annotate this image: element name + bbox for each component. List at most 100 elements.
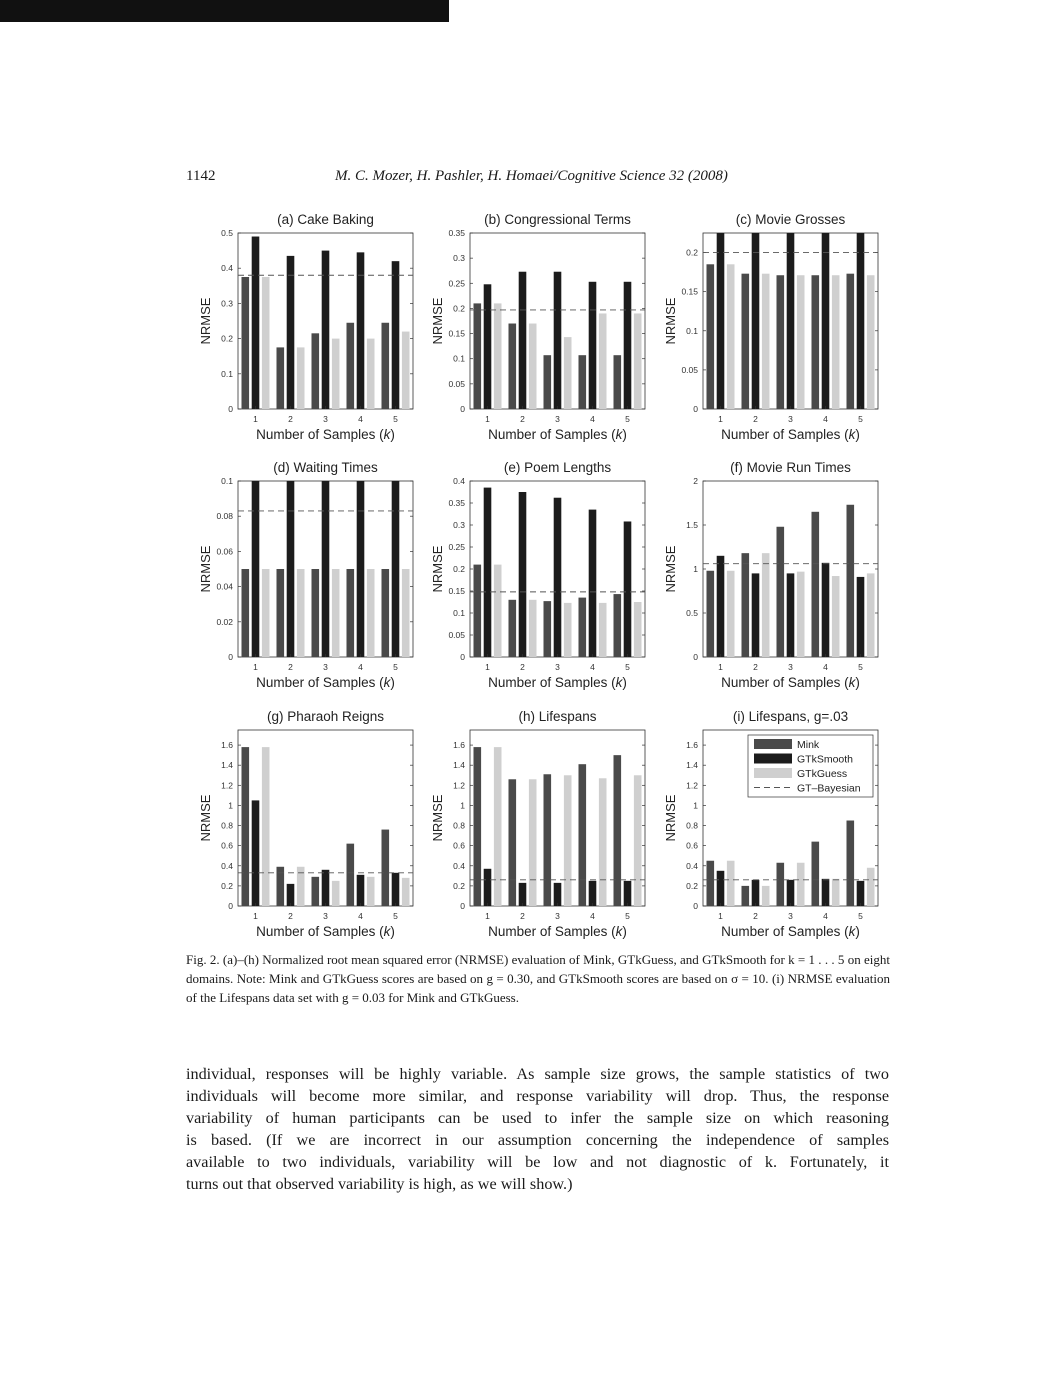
x-tick-label: 3 <box>788 662 793 672</box>
y-tick-label: 0.4 <box>686 861 698 871</box>
y-tick-label: 0.3 <box>221 298 233 308</box>
bar-gtkguess <box>761 885 770 906</box>
y-tick-label: 0 <box>228 901 233 911</box>
chart-panel: (a) Cake Baking 0 0.1 0.2 0.3 0.4 0.5 NRMSE 1 2 3 4… <box>188 208 423 444</box>
chart-panel: (h) Lifespans 0 0.2 0.4 0.6 0.8 1 1.2 1.4 1.6 NRMS… <box>420 705 655 941</box>
y-tick-label: 0 <box>228 404 233 414</box>
bar-gtkguess <box>563 337 572 409</box>
x-tick-label: 4 <box>590 911 595 921</box>
bar-gtksmooth <box>553 497 562 657</box>
bar-gtkguess <box>726 860 735 906</box>
bar-gtkguess <box>831 576 840 657</box>
bar-gtksmooth <box>356 481 365 657</box>
bar-gtksmooth <box>286 255 295 409</box>
bar-gtksmooth <box>251 481 260 657</box>
y-tick-label: 2 <box>693 476 698 486</box>
body-paragraph: individual, responses will be highly var… <box>186 1063 889 1195</box>
bar-chart: (f) Movie Run Times 0 0.5 1 1.5 2 NRMSE 1 2 3 4 5 Nu… <box>663 460 879 690</box>
y-tick-label: 0.35 <box>448 498 465 508</box>
bar-chart: (a) Cake Baking 0 0.1 0.2 0.3 0.4 0.5 NRMSE 1 2 3 4… <box>198 212 414 442</box>
bar-gtksmooth <box>483 487 492 657</box>
x-tick-label: 1 <box>485 911 490 921</box>
figure-caption: Fig. 2. (a)–(h) Normalized root mean squ… <box>186 950 890 1007</box>
bar-mink <box>776 526 785 657</box>
bar-mink <box>473 747 482 906</box>
bar-gtkguess <box>633 313 642 409</box>
y-tick-label: 0.4 <box>221 861 233 871</box>
chart-title: (i) Lifespans, g=.03 <box>733 709 848 724</box>
body-line: variability of human participants can be… <box>186 1109 889 1127</box>
body-line: individual, responses will be highly var… <box>186 1065 889 1083</box>
y-tick-label: 0.6 <box>221 841 233 851</box>
bar-mink <box>473 303 482 409</box>
y-tick-label: 0.2 <box>686 881 698 891</box>
y-tick-label: 0.04 <box>216 582 233 592</box>
bar-mink <box>776 275 785 409</box>
bar-gtksmooth <box>716 233 725 409</box>
bar-mink <box>276 569 285 657</box>
y-tick-label: 1 <box>693 800 698 810</box>
bar-gtkguess <box>528 599 537 657</box>
y-tick-label: 0 <box>460 404 465 414</box>
chart-title: (c) Movie Grosses <box>736 212 846 227</box>
chart-title: (d) Waiting Times <box>273 460 378 475</box>
bar-mink <box>508 599 517 657</box>
bar-gtksmooth <box>856 880 865 906</box>
x-axis-label: Number of Samples (k) <box>488 924 627 939</box>
bar-gtkguess <box>331 569 340 657</box>
y-tick-label: 0.4 <box>453 861 465 871</box>
bar-gtksmooth <box>286 883 295 906</box>
y-tick-label: 0.1 <box>221 476 233 486</box>
chart-title: (e) Poem Lengths <box>504 460 612 475</box>
chart-panel: (c) Movie Grosses 0 0.05 0.1 0.15 0.2 NRMSE 1 2 3… <box>653 208 888 444</box>
y-tick-label: 1.5 <box>686 520 698 530</box>
x-tick-label: 5 <box>625 662 630 672</box>
bar-gtkguess <box>598 602 607 657</box>
page-number: 1142 <box>186 168 216 184</box>
bar-gtksmooth <box>251 800 260 906</box>
y-tick-label: 1.4 <box>221 760 233 770</box>
bar-chart: (c) Movie Grosses 0 0.05 0.1 0.15 0.2 NRMSE 1 2 3… <box>663 212 879 442</box>
y-tick-label: 0.4 <box>453 476 465 486</box>
x-tick-label: 3 <box>788 414 793 424</box>
x-tick-label: 5 <box>393 911 398 921</box>
x-tick-label: 5 <box>625 414 630 424</box>
chart-panel: (b) Congressional Terms 0 0.05 0.1 0.15 0.2 0.… <box>420 208 655 444</box>
x-tick-label: 2 <box>520 911 525 921</box>
bar-gtkguess <box>493 564 502 657</box>
chart-legend: Mink GTkSmooth GTkGuess GT–Bayesian <box>747 734 874 798</box>
y-axis-label: NRMSE <box>663 297 678 344</box>
bar-gtksmooth <box>751 573 760 657</box>
y-axis-label: NRMSE <box>663 794 678 841</box>
x-axis-label: Number of Samples (k) <box>256 675 395 690</box>
bar-gtksmooth <box>821 562 830 657</box>
bar-gtksmooth <box>751 233 760 409</box>
bar-gtkguess <box>401 569 410 657</box>
bar-gtkguess <box>296 569 305 657</box>
y-tick-label: 1.6 <box>686 740 698 750</box>
bar-mink <box>381 829 390 906</box>
body-line: individuals will become more similar, an… <box>186 1087 889 1105</box>
bar-gtksmooth <box>786 879 795 906</box>
bar-chart: (g) Pharaoh Reigns 0 0.2 0.4 0.6 0.8 1 1.2 1.4 1.… <box>198 709 414 939</box>
bar-gtksmooth <box>321 869 330 906</box>
bar-mink <box>346 843 355 906</box>
bar-gtkguess <box>598 313 607 409</box>
bar-gtkguess <box>528 779 537 906</box>
bar-mink <box>613 755 622 906</box>
top-black-bar <box>0 0 449 22</box>
bar-gtksmooth <box>786 233 795 409</box>
bar-mink <box>346 569 355 657</box>
bar-gtkguess <box>866 867 875 906</box>
bar-gtksmooth <box>623 880 632 906</box>
y-tick-label: 0.1 <box>453 354 465 364</box>
bar-gtkguess <box>401 331 410 409</box>
x-tick-label: 2 <box>288 414 293 424</box>
x-tick-label: 1 <box>253 662 258 672</box>
y-tick-label: 0 <box>228 652 233 662</box>
y-tick-label: 0.8 <box>221 821 233 831</box>
bar-mink <box>846 820 855 906</box>
y-tick-label: 0.25 <box>448 278 465 288</box>
x-tick-label: 2 <box>753 662 758 672</box>
x-tick-label: 2 <box>288 662 293 672</box>
